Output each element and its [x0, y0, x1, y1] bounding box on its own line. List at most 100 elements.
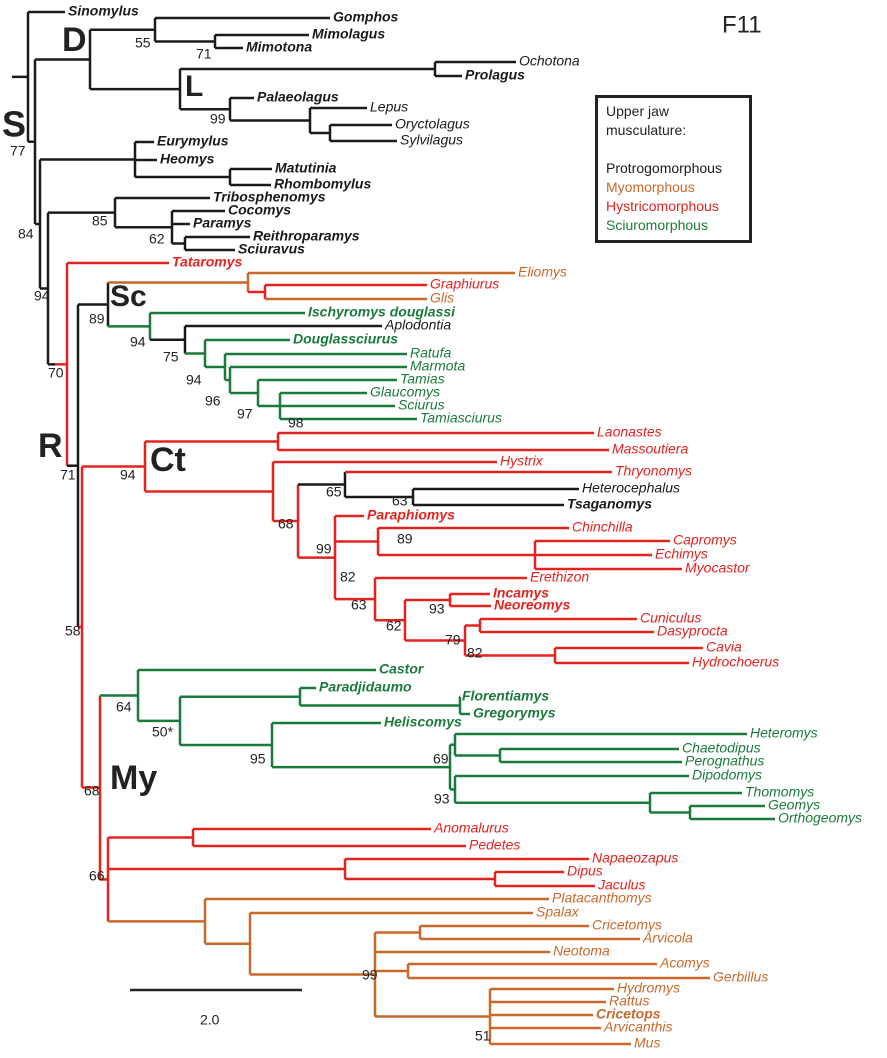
taxon-label: Acomys	[659, 955, 710, 971]
taxon-label: Orthogeomys	[778, 810, 862, 826]
taxon-label: Florentiamys	[462, 688, 549, 704]
support-value: 99	[362, 967, 378, 983]
support-value: 97	[237, 406, 253, 422]
taxon-label: Myocastor	[685, 560, 751, 576]
taxon-label: Gomphos	[333, 9, 399, 25]
taxon-label: Douglassciurus	[293, 331, 398, 347]
support-value: 55	[135, 35, 151, 51]
taxon-label: Geomys	[768, 797, 820, 813]
support-value: 94	[120, 467, 136, 483]
taxon-label: Arvicola	[642, 930, 693, 946]
legend-item: Protrogomorphous	[606, 160, 722, 176]
taxon-label: Neotoma	[553, 943, 610, 959]
support-value: 63	[351, 597, 367, 613]
taxon-label: Rhombomylus	[274, 176, 371, 192]
taxon-label: Palaeolagus	[257, 89, 339, 105]
support-value: 50*	[152, 724, 174, 740]
taxon-label: Paramys	[193, 215, 252, 231]
taxon-label: Dasyprocta	[657, 623, 728, 639]
taxon-label: Heliscomys	[384, 714, 462, 730]
taxon-label: Gerbillus	[713, 969, 768, 985]
taxon-label: Sinomylus	[68, 3, 139, 19]
taxon-label: Tataromys	[172, 254, 243, 270]
taxon-label: Marmota	[410, 358, 465, 374]
support-value: 63	[392, 493, 408, 509]
support-value: 68	[278, 516, 294, 532]
support-value: 79	[445, 632, 461, 648]
support-value: 94	[186, 372, 202, 388]
taxon-label: Thomomys	[745, 784, 814, 800]
taxon-label: Dipus	[567, 863, 603, 879]
support-value: 98	[288, 415, 304, 431]
taxon-label: Ratufa	[410, 345, 451, 361]
taxon-label: Paradjidaumo	[319, 679, 412, 695]
support-value: 99	[316, 541, 332, 557]
taxon-label: Heomys	[160, 151, 215, 167]
support-value: 95	[250, 751, 266, 767]
taxon-label: Ochotona	[519, 53, 580, 69]
taxon-label: Aplodontia	[384, 317, 451, 333]
taxon-label: Chaetodipus	[682, 740, 761, 756]
clade-label: Sc	[110, 280, 147, 313]
legend: Upper jaw musculature: Protrogomorphous M…	[595, 95, 752, 243]
taxon-label: Matutinia	[275, 160, 337, 176]
support-value: 89	[89, 311, 105, 327]
taxon-label: Eliomys	[518, 264, 567, 280]
taxon-label: Laonastes	[597, 424, 662, 440]
support-value: 69	[433, 751, 449, 767]
support-value: 94	[130, 334, 146, 350]
taxon-label: Sylvilagus	[400, 132, 463, 148]
taxon-label: Heterocephalus	[582, 480, 680, 496]
support-value: 85	[92, 213, 108, 229]
taxon-label: Sciurus	[398, 397, 445, 413]
taxon-label: Glaucomys	[370, 384, 440, 400]
taxon-label: Lepus	[370, 99, 408, 115]
legend-item: Myomorphous	[606, 179, 695, 195]
taxon-label: Platacanthomys	[552, 890, 652, 906]
clade-label: L	[185, 70, 203, 103]
support-value: 58	[65, 623, 81, 639]
taxon-label: Incamys	[493, 585, 549, 601]
support-value: 82	[340, 569, 356, 585]
scale-label: 2.0	[200, 1012, 220, 1028]
support-value: 68	[84, 783, 100, 799]
taxon-label: Cocomys	[228, 202, 291, 218]
support-value: 84	[18, 226, 34, 242]
taxon-label: Eurymylus	[157, 133, 229, 149]
taxon-label: Spalax	[536, 904, 580, 920]
support-value: 75	[163, 349, 179, 365]
legend-title: Upper jaw musculature:	[606, 103, 687, 138]
taxon-label: Prolagus	[465, 67, 525, 83]
taxon-label: Erethizon	[530, 569, 589, 585]
taxon-label: Tsaganomys	[567, 496, 652, 512]
taxon-label: Capromys	[673, 532, 737, 548]
support-value: 99	[210, 111, 226, 127]
support-value: 65	[326, 484, 342, 500]
taxon-label: Sciuravus	[238, 241, 305, 257]
taxon-label: Chinchilla	[572, 519, 633, 535]
support-value: 51	[475, 1028, 491, 1044]
taxon-label: Arvicanthis	[603, 1019, 672, 1035]
support-value: 89	[397, 531, 413, 547]
taxon-label: Tamiasciurus	[420, 410, 502, 426]
support-value: 70	[48, 365, 64, 381]
support-value: 96	[205, 393, 221, 409]
clade-label: My	[110, 759, 157, 797]
taxon-label: Cuniculus	[640, 610, 701, 626]
support-value: 77	[10, 143, 26, 159]
taxon-label: Mimolagus	[312, 26, 385, 42]
figure-label: F11	[722, 11, 762, 38]
taxon-label: Massoutiera	[612, 441, 688, 457]
taxon-label: Hydromys	[617, 980, 680, 996]
clade-label: R	[38, 427, 63, 465]
taxon-label: Pedetes	[469, 837, 520, 853]
legend-item: Sciuromorphous	[606, 217, 708, 233]
legend-item: Hystricomorphous	[606, 198, 719, 214]
support-value: 71	[60, 467, 76, 483]
taxon-label: Dipodomys	[692, 767, 762, 783]
support-value: 93	[434, 791, 450, 807]
clade-label: Ct	[150, 441, 186, 479]
taxon-label: Mimotona	[246, 39, 312, 55]
